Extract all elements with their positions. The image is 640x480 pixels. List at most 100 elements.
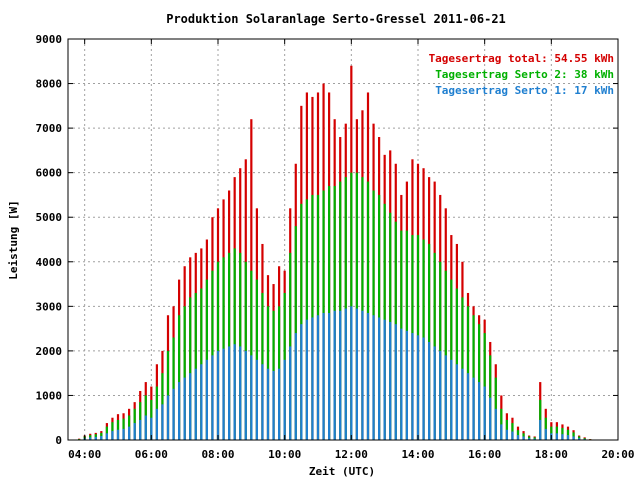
bar-serto-2	[511, 423, 514, 440]
plot-frame	[67, 38, 619, 441]
bar-serto-2	[300, 203, 303, 440]
bar-serto-1	[566, 435, 570, 440]
bar-serto-1	[166, 395, 170, 440]
bar-serto-1	[483, 386, 486, 440]
legend-entry-serto-1: Tagesertrag Serto 1: 17 kWh	[435, 84, 614, 97]
x-tick-label: 06:00	[135, 448, 168, 461]
bar-serto-1	[405, 330, 408, 440]
y-tick-label: 7000	[36, 122, 63, 135]
bar-serto-1	[366, 313, 370, 440]
bar-serto-1	[183, 377, 186, 440]
gridlines	[68, 39, 618, 440]
bar-serto-1	[389, 321, 392, 440]
chart-title: Produktion Solaranlage Serto-Gressel 201…	[166, 12, 506, 26]
bar-serto-1	[361, 310, 364, 440]
bar-serto-2	[183, 306, 186, 440]
bar-serto-1	[133, 423, 136, 440]
bar-serto-1	[572, 436, 575, 440]
bar-serto-1	[416, 335, 420, 440]
bar-serto-1	[244, 350, 247, 440]
bar-serto-1	[394, 324, 397, 440]
bar-serto-1	[522, 436, 525, 440]
y-axis-label: Leistung [W]	[7, 200, 20, 279]
bar-serto-1	[478, 382, 481, 440]
y-tick-label: 6000	[36, 167, 63, 180]
bar-serto-1	[300, 324, 303, 440]
bar-serto-1	[505, 429, 508, 440]
series-serto-1	[78, 306, 592, 440]
bar-serto-2	[111, 422, 114, 440]
bar-serto-1	[161, 404, 164, 440]
bar-serto-2	[566, 429, 570, 440]
bar-serto-2	[294, 226, 297, 440]
bar-serto-1	[272, 370, 275, 440]
bar-serto-1	[194, 368, 197, 440]
bar-serto-2	[355, 172, 358, 440]
bar-serto-1	[328, 313, 331, 440]
bar-serto-1	[122, 428, 125, 440]
bar-serto-1	[466, 373, 470, 440]
bar-serto-1	[178, 382, 181, 440]
legend-entry-total: Tagesertrag total: 54.55 kWh	[429, 52, 614, 65]
y-tick-label: 5000	[36, 211, 63, 224]
y-tick-label: 3000	[36, 300, 63, 313]
bar-serto-1	[450, 359, 453, 440]
bar-serto-1	[266, 368, 270, 440]
bar-serto-1	[150, 417, 153, 440]
bar-serto-1	[411, 333, 414, 440]
bar-serto-2	[366, 181, 370, 441]
bar-serto-2	[350, 172, 353, 440]
bar-serto-1	[539, 419, 542, 440]
bar-serto-1	[94, 436, 97, 440]
bar-serto-1	[455, 364, 458, 440]
bar-serto-1	[561, 434, 564, 440]
bar-serto-2	[105, 426, 108, 440]
bar-serto-1	[305, 319, 308, 440]
bar-serto-2	[572, 432, 575, 440]
x-tick-label: 12:00	[335, 448, 368, 461]
bar-serto-2	[555, 426, 558, 440]
bar-serto-1	[250, 355, 253, 440]
bar-serto-1	[350, 306, 353, 440]
bar-serto-1	[311, 317, 314, 440]
bar-serto-2	[550, 426, 553, 440]
bar-serto-1	[444, 355, 447, 440]
bar-serto-1	[116, 429, 120, 440]
bar-serto-1	[528, 438, 531, 440]
bar-serto-1	[355, 308, 358, 440]
bar-serto-1	[383, 319, 386, 440]
bar-serto-1	[283, 359, 286, 440]
x-tick-label: 16:00	[468, 448, 501, 461]
y-tick-label: 4000	[36, 256, 63, 269]
bar-serto-1	[322, 313, 325, 440]
bar-serto-1	[400, 328, 403, 440]
y-tick-label: 8000	[36, 78, 63, 91]
bar-serto-1	[222, 348, 225, 440]
bar-serto-1	[500, 424, 503, 440]
x-tick-label: 10:00	[268, 448, 301, 461]
y-tick-label: 2000	[36, 345, 63, 358]
legend-entry-serto-2: Tagesertrag Serto 2: 38 kWh	[435, 68, 614, 81]
bar-serto-1	[494, 408, 497, 440]
bar-serto-1	[433, 346, 436, 440]
bar-serto-1	[139, 419, 142, 440]
bar-serto-1	[128, 426, 131, 440]
bar-serto-1	[294, 333, 297, 440]
bar-serto-1	[428, 341, 431, 440]
bar-serto-2	[178, 315, 181, 440]
bar-serto-1	[216, 350, 220, 440]
bar-serto-1	[489, 397, 492, 440]
bar-serto-1	[544, 428, 547, 440]
bar-serto-2	[478, 324, 481, 440]
y-tick-label: 0	[55, 434, 62, 447]
bar-serto-1	[278, 368, 281, 440]
bar-serto-2	[194, 292, 197, 440]
bar-serto-1	[172, 388, 175, 440]
bar-serto-1	[533, 438, 536, 440]
x-tick-label: 04:00	[68, 448, 101, 461]
bar-serto-1	[378, 317, 381, 440]
x-tick-label: 18:00	[535, 448, 568, 461]
bar-serto-1	[255, 359, 258, 440]
bar-serto-1	[344, 308, 347, 440]
